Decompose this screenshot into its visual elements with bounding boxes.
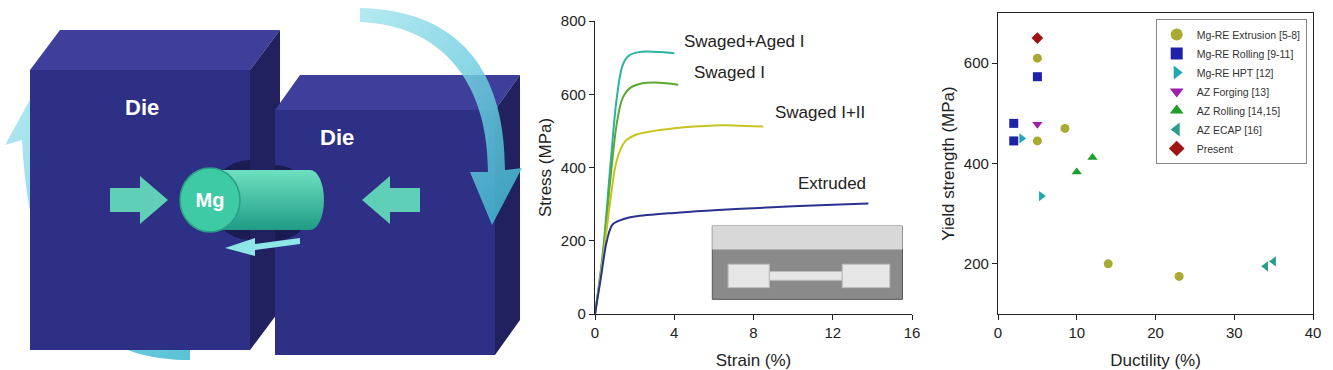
svg-text:Mg-RE HPT [12]: Mg-RE HPT [12]: [1197, 67, 1274, 79]
svg-text:10: 10: [1068, 324, 1085, 341]
svg-text:Die: Die: [320, 125, 354, 150]
svg-text:Yield strength (MPa): Yield strength (MPa): [939, 86, 958, 240]
svg-text:40: 40: [1305, 324, 1322, 341]
svg-text:800: 800: [561, 12, 586, 29]
svg-text:8: 8: [749, 324, 757, 341]
svg-text:0: 0: [994, 324, 1002, 341]
svg-text:Present: Present: [1197, 143, 1233, 155]
svg-text:Stress (MPa): Stress (MPa): [536, 118, 555, 217]
svg-text:200: 200: [964, 255, 989, 272]
svg-text:400: 400: [561, 159, 586, 176]
svg-text:AZ ECAP [16]: AZ ECAP [16]: [1197, 124, 1262, 136]
svg-text:AZ Forging [13]: AZ Forging [13]: [1197, 86, 1269, 98]
svg-text:Swaged+Aged I: Swaged+Aged I: [684, 32, 805, 51]
svg-text:Extruded: Extruded: [798, 174, 866, 193]
svg-text:Strain (%): Strain (%): [716, 351, 792, 370]
svg-text:Swaged I+II: Swaged I+II: [775, 103, 865, 122]
svg-text:20: 20: [1147, 324, 1164, 341]
svg-text:12: 12: [824, 324, 841, 341]
svg-text:Swaged I: Swaged I: [694, 63, 765, 82]
svg-text:400: 400: [964, 155, 989, 172]
svg-text:Mg-RE Rolling [9-11]: Mg-RE Rolling [9-11]: [1197, 48, 1294, 60]
svg-text:4: 4: [670, 324, 678, 341]
svg-text:200: 200: [561, 232, 586, 249]
svg-text:30: 30: [1226, 324, 1243, 341]
svg-text:0: 0: [578, 305, 586, 322]
svg-text:16: 16: [904, 324, 921, 341]
svg-text:Die: Die: [125, 95, 159, 120]
svg-text:AZ Rolling [14,15]: AZ Rolling [14,15]: [1197, 105, 1281, 117]
svg-text:600: 600: [964, 54, 989, 71]
svg-text:0: 0: [591, 324, 599, 341]
svg-text:Mg: Mg: [196, 189, 225, 211]
svg-text:Mg-RE Extrusion [5-8]: Mg-RE Extrusion [5-8]: [1197, 29, 1300, 41]
svg-text:Ductility (%): Ductility (%): [1110, 351, 1201, 370]
svg-text:600: 600: [561, 86, 586, 103]
